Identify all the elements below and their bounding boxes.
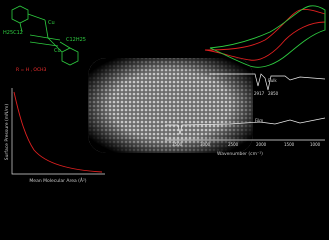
metal-label: Cu bbox=[48, 20, 55, 26]
ir-label: Film bbox=[255, 118, 263, 123]
graphical-abstract: H25C12 Cu Cu C12H25 R = H , OCH3 Bulk 29… bbox=[3, 5, 326, 184]
tick-label: 3500 bbox=[172, 142, 183, 147]
ir-spectra bbox=[165, 73, 326, 141]
peak-label: 2850 bbox=[268, 91, 279, 96]
cv-curves bbox=[204, 5, 326, 68]
tick-label: 2500 bbox=[228, 142, 239, 147]
substituent-label: R = H , OCH3 bbox=[16, 67, 47, 73]
ir-ticks: 3500 3000 2500 2000 1500 1000 bbox=[172, 142, 321, 147]
ir-label: Bulk bbox=[268, 78, 277, 83]
metal-label: Cu bbox=[54, 48, 61, 54]
tick-label: 1500 bbox=[284, 142, 295, 147]
isotherm-x-label: Mean Molecular Area (Å²) bbox=[29, 177, 86, 184]
tick-label: 1000 bbox=[310, 142, 321, 147]
isotherm bbox=[11, 88, 105, 175]
ir-axis-label: Wavenumber (cm⁻¹) bbox=[217, 151, 263, 157]
chemical-structure bbox=[11, 5, 79, 66]
peak-label: 2917 bbox=[254, 91, 265, 96]
isotherm-y-label: Surface Pressure (mN/m) bbox=[4, 104, 10, 161]
tick-label: 3000 bbox=[200, 142, 211, 147]
stm-image bbox=[88, 58, 253, 153]
alkyl-label: H25C12 bbox=[3, 30, 23, 36]
tick-label: 2000 bbox=[256, 142, 267, 147]
alkyl-label: C12H25 bbox=[66, 37, 86, 43]
